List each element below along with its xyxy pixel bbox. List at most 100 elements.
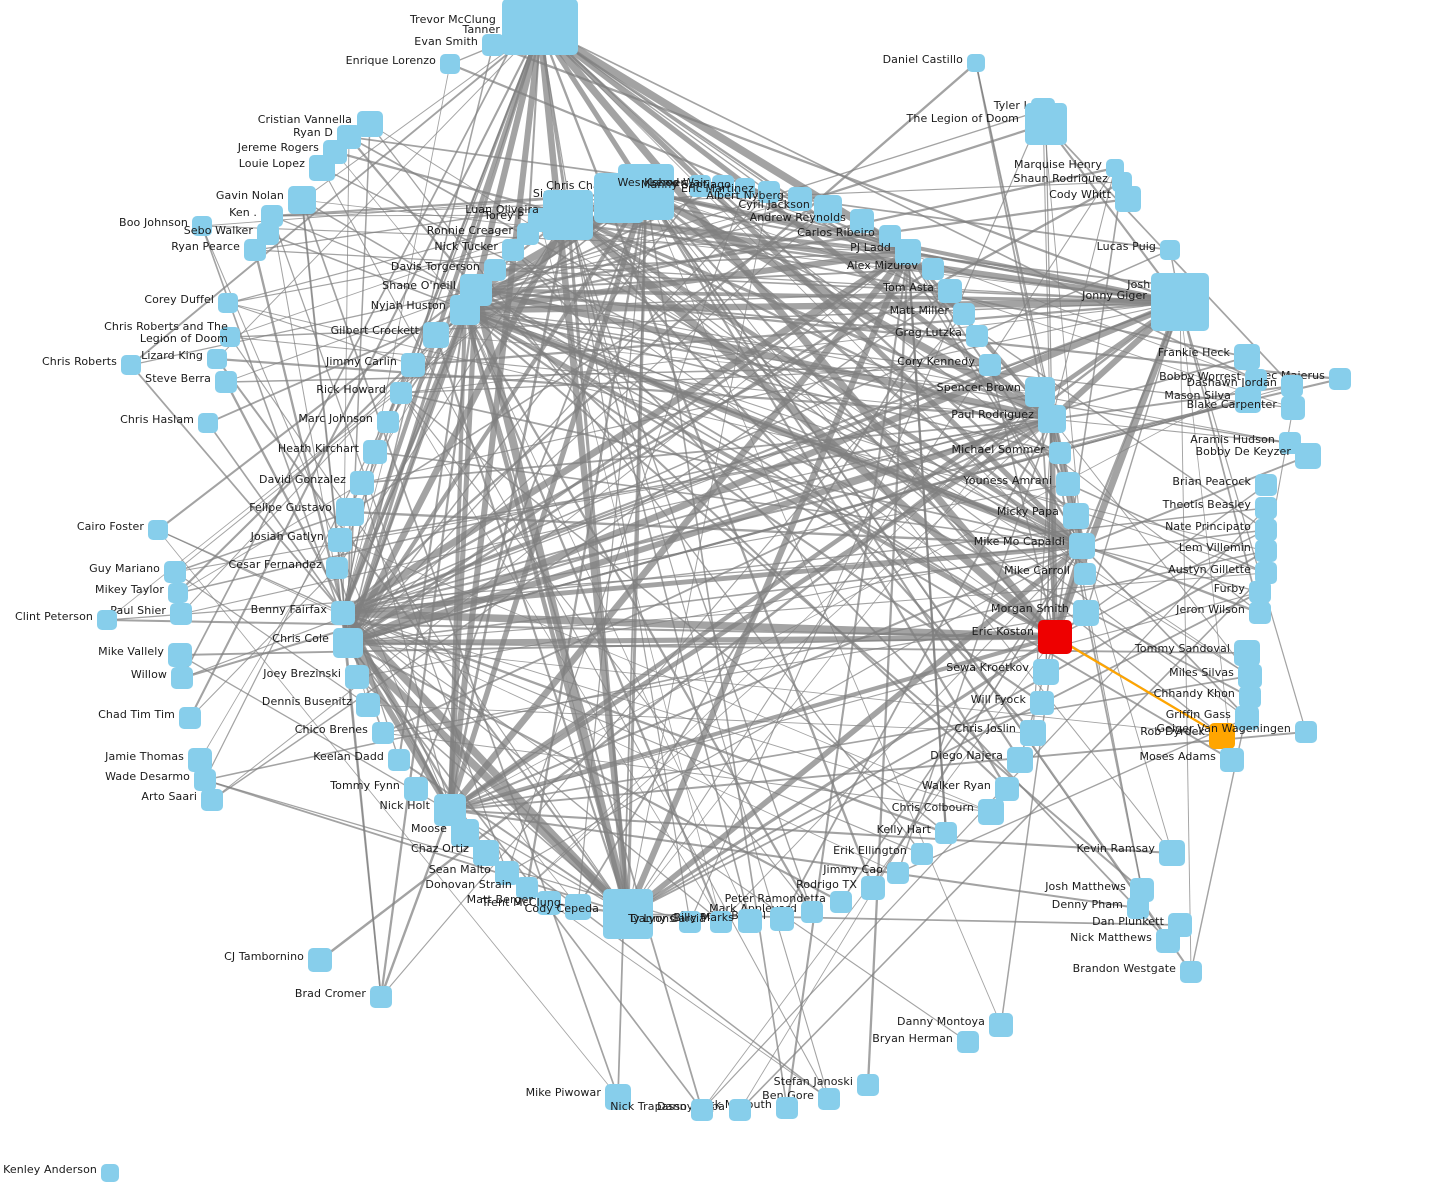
graph-node[interactable] (1115, 186, 1141, 212)
graph-node[interactable] (770, 907, 794, 931)
graph-node[interactable] (814, 195, 842, 223)
graph-node[interactable] (404, 777, 428, 801)
graph-node[interactable] (244, 239, 266, 261)
graph-node[interactable] (758, 181, 780, 203)
graph-node[interactable] (1255, 474, 1277, 496)
graph-node[interactable] (192, 216, 212, 236)
graph-node[interactable] (788, 187, 812, 211)
graph-node[interactable] (188, 748, 212, 772)
graph-node[interactable] (179, 707, 201, 729)
graph-node[interactable] (543, 190, 593, 240)
graph-node[interactable] (1281, 375, 1303, 397)
graph-node[interactable] (938, 279, 962, 303)
graph-node[interactable] (1235, 387, 1261, 413)
graph-node[interactable] (309, 155, 335, 181)
graph-node[interactable] (215, 371, 237, 393)
graph-node[interactable] (1249, 581, 1271, 603)
graph-node[interactable] (691, 1099, 713, 1121)
graph-node[interactable] (830, 891, 852, 913)
graph-node[interactable] (164, 561, 186, 583)
graph-node[interactable] (1281, 396, 1305, 420)
graph-node[interactable] (345, 665, 369, 689)
graph-node[interactable] (450, 295, 480, 325)
graph-node[interactable] (473, 840, 499, 866)
graph-node[interactable] (1025, 377, 1055, 407)
graph-node[interactable] (712, 175, 734, 197)
graph-node[interactable] (121, 355, 141, 375)
graph-node[interactable] (372, 722, 394, 744)
graph-node[interactable] (288, 186, 316, 214)
graph-node[interactable] (1295, 721, 1317, 743)
graph-node[interactable] (331, 601, 355, 625)
graph-node[interactable] (1056, 472, 1080, 496)
graph-node[interactable] (1159, 840, 1185, 866)
graph-node[interactable] (966, 325, 988, 347)
graph-node[interactable] (308, 948, 332, 972)
graph-node[interactable] (390, 382, 412, 404)
graph-node[interactable] (911, 843, 933, 865)
graph-node[interactable] (1249, 602, 1271, 624)
graph-node[interactable] (482, 34, 504, 56)
graph-node[interactable] (357, 111, 383, 137)
graph-node[interactable] (776, 1097, 798, 1119)
graph-node[interactable] (1209, 723, 1235, 749)
graph-node[interactable] (1329, 368, 1351, 390)
graph-node[interactable] (1069, 533, 1095, 559)
graph-node[interactable] (818, 1088, 840, 1110)
graph-node[interactable] (97, 610, 117, 630)
graph-node[interactable] (220, 327, 240, 347)
graph-node[interactable] (735, 178, 755, 198)
graph-node[interactable] (170, 603, 192, 625)
graph-node[interactable] (1255, 540, 1277, 562)
graph-node[interactable] (1234, 640, 1260, 666)
graph-node[interactable] (495, 861, 519, 885)
graph-node[interactable] (326, 557, 348, 579)
graph-node[interactable] (148, 520, 168, 540)
graph-node[interactable] (1180, 961, 1202, 983)
graph-node[interactable] (261, 205, 283, 227)
graph-node[interactable] (537, 891, 561, 915)
graph-node[interactable] (101, 1164, 119, 1182)
graph-node[interactable] (1020, 720, 1046, 746)
graph-node[interactable] (995, 777, 1019, 801)
graph-node[interactable] (171, 667, 193, 689)
graph-node[interactable] (401, 353, 425, 377)
graph-node[interactable] (1235, 706, 1259, 730)
graph-node[interactable] (935, 822, 957, 844)
graph-node[interactable] (1255, 519, 1277, 541)
graph-node[interactable] (377, 411, 399, 433)
graph-node[interactable] (1007, 747, 1033, 773)
graph-node[interactable] (370, 986, 392, 1008)
graph-node[interactable] (857, 1074, 879, 1096)
graph-node[interactable] (198, 413, 218, 433)
graph-node[interactable] (328, 528, 352, 552)
graph-node[interactable] (861, 876, 885, 900)
graph-node[interactable] (594, 173, 644, 223)
graph-node[interactable] (1025, 103, 1067, 145)
graph-node[interactable] (887, 862, 909, 884)
graph-node[interactable] (336, 498, 364, 526)
graph-node[interactable] (440, 54, 460, 74)
graph-node[interactable] (1033, 659, 1059, 685)
graph-node[interactable] (1295, 443, 1321, 469)
graph-node[interactable] (1156, 929, 1180, 953)
graph-node[interactable] (1038, 620, 1072, 654)
graph-node[interactable] (979, 354, 1001, 376)
graph-node[interactable] (168, 583, 188, 603)
graph-node[interactable] (207, 349, 227, 369)
graph-node[interactable] (850, 209, 874, 233)
graph-node[interactable] (388, 749, 410, 771)
graph-node[interactable] (1255, 562, 1277, 584)
graph-node[interactable] (423, 322, 449, 348)
graph-node[interactable] (922, 258, 944, 280)
graph-node[interactable] (989, 1013, 1013, 1037)
graph-node[interactable] (168, 643, 192, 667)
graph-node[interactable] (1127, 897, 1149, 919)
graph-node[interactable] (502, 239, 524, 261)
graph-node[interactable] (333, 628, 363, 658)
graph-node[interactable] (957, 1031, 979, 1053)
graph-node[interactable] (350, 471, 374, 495)
graph-node[interactable] (978, 799, 1004, 825)
